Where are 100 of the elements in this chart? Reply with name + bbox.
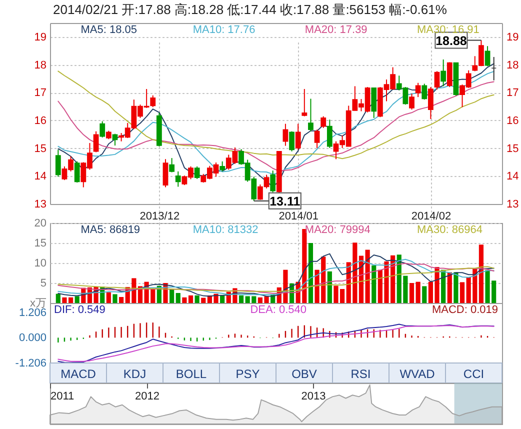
bar (194, 295, 200, 303)
bar (176, 293, 180, 303)
y-tick-label: 1.206 (18, 306, 46, 319)
y-tick-label: 15 (34, 238, 46, 250)
text: MA20: 79994 (304, 224, 370, 236)
candlestick (422, 83, 428, 100)
y-tick-label: 16 (34, 114, 46, 127)
x-tick-label: 2014/02 (411, 210, 452, 222)
x-tick-label: 2013/12 (140, 210, 180, 222)
y-tick-label: 18 (34, 59, 46, 72)
bar (188, 295, 194, 303)
candlestick (434, 70, 440, 90)
candlestick (446, 62, 452, 88)
candlestick (289, 130, 294, 152)
series-label: MACD: 0.019 (432, 304, 498, 316)
text: RSI (350, 367, 371, 381)
candlestick (169, 158, 175, 173)
bar (409, 283, 414, 303)
text: MA5: 86819 (80, 224, 140, 236)
line-series (58, 253, 494, 297)
candlestick (220, 160, 226, 172)
bar (460, 282, 465, 303)
bar (56, 294, 60, 303)
y-tick-label: 15 (34, 142, 46, 155)
x-tick-label: 2014/01 (278, 210, 318, 222)
candlestick (194, 166, 200, 180)
y-tick-label: 19 (34, 31, 46, 44)
bar (422, 286, 427, 303)
bar (112, 294, 118, 303)
y-tick-label: 17 (34, 87, 46, 100)
candlestick (308, 98, 314, 132)
candlestick (415, 82, 421, 98)
y2-tick-label: 15 (506, 142, 519, 155)
text: DEA: 0.540 (250, 304, 306, 316)
candlestick (302, 88, 308, 117)
bar (238, 295, 244, 303)
text: MA10: 81332 (192, 224, 258, 236)
candlestick (409, 93, 414, 110)
candlestick (55, 149, 61, 178)
candlestick (314, 129, 320, 149)
text: KDJ (123, 367, 146, 381)
candlestick (93, 130, 99, 153)
x-tick-label: 2012 (135, 390, 160, 402)
candlestick (491, 56, 497, 81)
chart-title: 2014/02/21 开:17.88 高:18.28 低:17.44 收:17.88 量:56153 幅:-0.61% (53, 2, 448, 17)
text: MA10: 17.76 (192, 24, 256, 36)
text: MA30: 16.91 (417, 24, 480, 36)
text: CCI (463, 367, 484, 381)
text: BOLL (176, 367, 207, 381)
candlestick (162, 158, 168, 188)
annotation: 18.88 (436, 34, 467, 48)
y-tick-label: 13 (34, 198, 46, 210)
y2-tick-label: 17 (506, 87, 519, 100)
candlestick (428, 86, 434, 120)
candlestick (371, 87, 377, 118)
candlestick (282, 123, 288, 146)
y2-tick-label: 14 (506, 170, 519, 183)
candlestick (320, 116, 326, 128)
bar (170, 289, 174, 303)
text: MA30: 86964 (417, 224, 482, 236)
text: MACD (60, 367, 96, 381)
bar (308, 243, 314, 303)
bar (182, 297, 187, 303)
x-tick-label: 2011 (50, 390, 74, 402)
bar (327, 271, 332, 303)
y-tick-label: 5 (40, 278, 46, 290)
bar (372, 265, 376, 303)
bar (454, 272, 458, 303)
y-tick-label: 10 (34, 258, 46, 270)
y-tick-label: -1.206 (15, 358, 46, 370)
candlestick (150, 94, 156, 108)
text: PSY (236, 367, 260, 381)
bar (201, 298, 206, 303)
bar (74, 296, 80, 303)
bar (478, 244, 484, 303)
y2-tick-label: 13 (506, 198, 519, 210)
text: OBV (292, 367, 317, 381)
candlestick (295, 123, 301, 150)
bar (447, 272, 452, 303)
candlestick (326, 119, 332, 149)
text: MA5: 18.05 (80, 24, 137, 36)
candlestick (270, 170, 276, 193)
y-tick-label: 0.000 (18, 332, 46, 344)
candlestick (74, 160, 80, 184)
y2-tick-label: 16 (506, 114, 519, 127)
candlestick (484, 46, 490, 67)
bar (416, 282, 420, 303)
x-tick-label: 2013 (301, 390, 326, 402)
bar (119, 297, 124, 303)
text: MA20: 17.39 (304, 24, 368, 36)
candlestick (440, 58, 446, 87)
y2-tick-label: 19 (506, 31, 519, 44)
candlestick (100, 120, 106, 138)
y-tick-label: 14 (34, 170, 46, 183)
bar (106, 292, 111, 303)
y2-tick-label: 18 (506, 59, 519, 72)
text: DIF: 0.549 (54, 304, 106, 316)
y-tick-label: 20 (34, 218, 46, 230)
text: WVAD (400, 367, 436, 381)
annotation: 13.11 (270, 194, 300, 208)
